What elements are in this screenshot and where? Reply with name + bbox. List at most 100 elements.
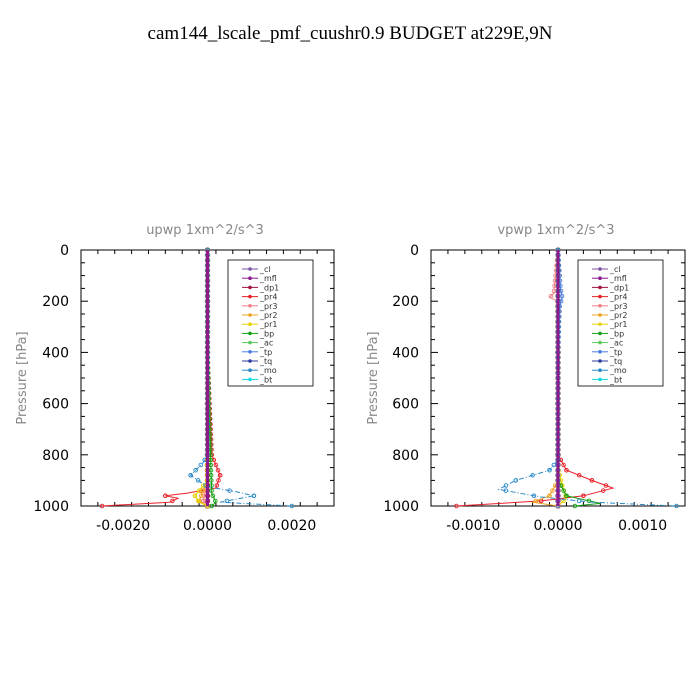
series-marker-mo	[193, 467, 198, 473]
series-marker-mo	[551, 462, 557, 468]
series-marker-bp	[209, 488, 214, 493]
y-tick-label: 0	[60, 243, 69, 259]
series-marker-bp	[210, 493, 216, 499]
series-marker-pr2	[533, 498, 539, 504]
x-tick-label: 0.0000	[183, 518, 232, 534]
series-marker-mo	[195, 478, 201, 483]
legend-label: _ac	[609, 339, 623, 348]
y-tick-label: 200	[392, 294, 419, 310]
chart-panel-vpwp: vpwp 1xm^2/s^3 Pressure [hPa] 0 200 400 600…	[366, 223, 686, 534]
chart-panel-upwp: upwp 1xm^2/s^3 Pressure [hPa] 0 200 400 600…	[15, 223, 335, 534]
chart-title-upwp: upwp 1xm^2/s^3	[146, 223, 264, 238]
legend-marker	[598, 276, 602, 281]
series-marker-pr4	[564, 467, 569, 473]
legend-marker	[248, 340, 252, 345]
legend-label: _pr1	[259, 320, 277, 329]
y-tick-label: 1000	[383, 499, 419, 515]
legend-label: _mfl	[259, 274, 277, 283]
series-marker-bp	[586, 498, 592, 504]
series-marker-bp	[208, 473, 214, 478]
legend-marker	[598, 322, 602, 327]
legend-label: _pr4	[609, 293, 627, 302]
series-marker-bp	[209, 478, 214, 483]
legend-box	[227, 259, 314, 387]
legend-vpwp: _cl_mfl_dp1_pr4_pr3_pr2_pr1_bp_ac_tp_tq_…	[577, 259, 664, 387]
series-marker-bp	[564, 493, 569, 499]
series-marker-mo	[251, 493, 257, 499]
legend-label: _mfl	[609, 274, 627, 283]
x-tick-label: -0.0010	[446, 518, 500, 534]
series-marker-pr4	[213, 462, 219, 468]
series-marker-mo	[503, 483, 509, 488]
series-marker-pr4	[170, 498, 175, 504]
legend-marker	[248, 331, 252, 336]
legend-marker	[598, 359, 602, 363]
series-marker-pr1	[196, 488, 202, 493]
legend-marker	[598, 285, 602, 290]
series-marker-pr4	[581, 493, 586, 499]
series-marker-mo	[224, 498, 230, 504]
series-marker-pr2	[547, 493, 552, 499]
series-marker-mo	[513, 478, 518, 483]
y-tick-label: 800	[42, 448, 69, 464]
series-marker-pr4	[163, 493, 168, 499]
series-marker-pr3	[201, 498, 206, 504]
series-marker-bp	[561, 488, 566, 493]
series-marker-pr1	[192, 493, 198, 499]
series-marker-bp	[208, 467, 214, 473]
legend-marker	[598, 331, 602, 336]
series-marker-pr1	[201, 483, 206, 488]
legend-marker	[248, 350, 252, 354]
y-tick-label: 800	[392, 448, 419, 464]
legend-marker	[248, 313, 252, 317]
series-marker-pr3	[548, 293, 554, 299]
x-tick-label: -0.0020	[96, 518, 150, 534]
y-axis-label-vpwp: Pressure [hPa]	[366, 331, 381, 424]
y-tick-label: 0	[410, 243, 419, 259]
legend-label: _bt	[259, 375, 272, 384]
legend-label: _mo	[259, 366, 277, 375]
series-marker-mo	[188, 473, 193, 478]
legend-label: _bp	[609, 329, 624, 338]
legend-label: _pr4	[259, 293, 277, 302]
legend-marker	[248, 267, 252, 271]
series-marker-pr4	[216, 478, 221, 483]
legend-label: _dp1	[259, 283, 279, 292]
legend-marker	[248, 276, 252, 281]
series-marker-pr4	[214, 483, 220, 488]
legend-label: _ac	[259, 339, 273, 348]
y-tick-label: 400	[392, 345, 419, 361]
y-tick-label: 1000	[33, 499, 69, 515]
y-tick-label: 200	[42, 294, 69, 310]
series-marker-pr2	[201, 488, 206, 493]
legend-label: _tp	[609, 348, 622, 357]
legend-label: _pr1	[609, 320, 627, 329]
y-tick-label: 600	[42, 397, 69, 413]
legend-label: _dp1	[609, 283, 629, 292]
legend-label: _pr3	[609, 302, 627, 311]
legend-marker	[248, 304, 252, 308]
series-marker-pr4	[576, 473, 582, 478]
series-marker-bp	[209, 503, 214, 509]
series-marker-pr4	[99, 503, 105, 509]
legend-label: _pr2	[259, 311, 277, 320]
series-marker-pr2	[198, 493, 204, 499]
series-marker-pr4	[454, 503, 459, 509]
series-marker-mo	[198, 462, 204, 468]
legend-label: _cl	[609, 265, 621, 274]
series-marker-mo	[674, 503, 679, 509]
series-marker-mo	[530, 473, 535, 478]
series-marker-mo	[576, 498, 582, 504]
series-marker-pr1	[195, 498, 201, 504]
legend-marker	[598, 377, 602, 382]
legend-label: _mo	[609, 366, 627, 375]
legend-box	[577, 259, 664, 387]
legend-label: _tp	[259, 348, 272, 357]
series-marker-bp	[209, 483, 214, 488]
series-marker-pr4	[603, 483, 609, 488]
series-marker-mo	[531, 493, 537, 499]
legend-label: _bt	[609, 375, 622, 384]
legend-label: _tq	[609, 357, 622, 366]
